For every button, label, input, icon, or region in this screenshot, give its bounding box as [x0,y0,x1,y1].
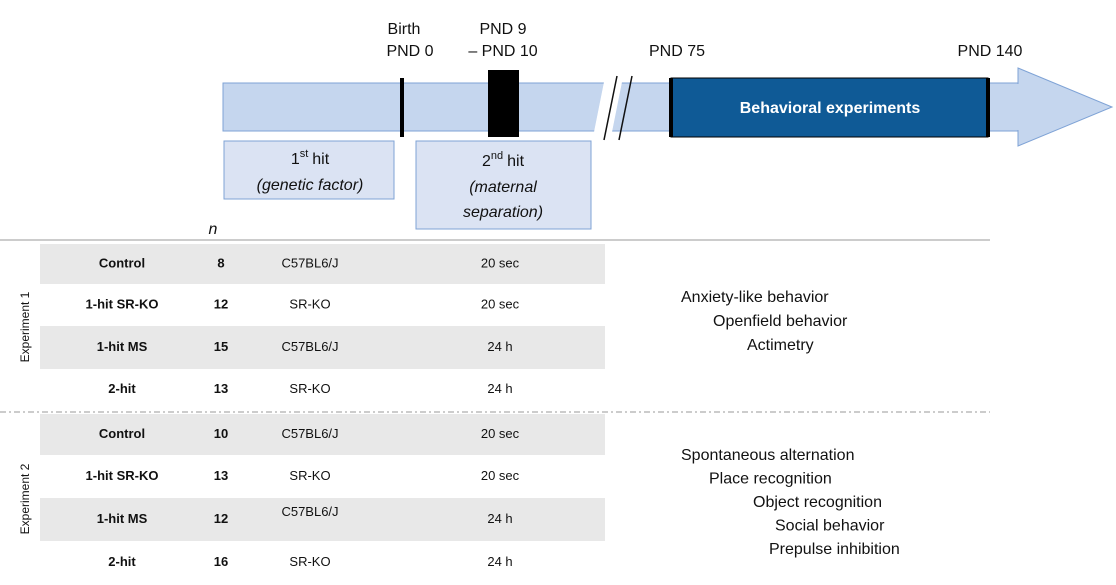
behavior: Object recognition [753,494,882,511]
n-value: 8 [217,255,224,270]
row-band [40,244,605,284]
end-label: PND 140 [958,43,1023,60]
n-value: 13 [214,381,228,396]
n-value: 15 [214,339,228,354]
separation-label: PND 9 [479,21,526,38]
n-value: 12 [214,511,228,526]
behavior: Anxiety-like behavior [681,289,829,306]
group-name: 1-hit MS [97,339,148,354]
separation: 20 sec [481,255,520,270]
birth-label: PND 0 [386,43,433,60]
hit-title: 1st hit [291,148,330,168]
separation-marker [488,70,519,137]
hit-factor: (genetic factor) [257,177,364,194]
timeline-arrow [1017,67,1114,147]
hit-title: 2nd hit [482,150,525,170]
group-name: 1-hit SR-KO [86,468,159,483]
group-name: 2-hit [108,554,136,569]
behavior: Spontaneous alternation [681,447,854,464]
n-value: 12 [214,296,228,311]
row-band [40,326,605,369]
genotype: C57BL6/J [281,426,338,441]
separation: 24 h [487,339,512,354]
row-band [40,414,605,455]
hit-factor: (maternal [469,179,537,196]
arrow-join [1012,84,1020,130]
behavior-phase [670,77,989,138]
hit-suffix: nd [491,150,503,162]
hit-factor: separation) [463,204,543,221]
group-name: Control [99,255,145,270]
genotype: SR-KO [289,381,330,396]
behavior: Social behavior [775,518,885,535]
group-name: 2-hit [108,381,136,396]
n-value: 16 [214,554,228,569]
n-value: 13 [214,468,228,483]
start-label: PND 75 [649,43,705,60]
hit-number: 2 [482,153,491,170]
genotype: C57BL6/J [281,504,338,519]
genotype: C57BL6/J [281,255,338,270]
separation: 20 sec [481,296,520,311]
separation: 20 sec [481,426,520,441]
group-name: Control [99,426,145,441]
birth-label: Birth [388,21,421,38]
hit-number: 1 [291,151,300,168]
n-header: n [209,221,218,238]
separation: 24 h [487,511,512,526]
behavior: Actimetry [747,337,814,354]
break-mark [603,75,618,141]
experiment-label: Experiment 2 [18,463,32,534]
hit-box [223,140,395,200]
break-mark [618,75,633,141]
hit-label: hit [507,153,524,170]
hit-box [415,140,592,230]
genotype: SR-KO [289,468,330,483]
hit-suffix: st [300,148,309,160]
genotype: SR-KO [289,296,330,311]
separation-label: – PND 10 [468,43,537,60]
hit-label: hit [312,151,329,168]
behavior: Prepulse inhibition [769,541,900,558]
n-value: 10 [214,426,228,441]
separation: 20 sec [481,468,520,483]
genotype: C57BL6/J [281,339,338,354]
genotype: SR-KO [289,554,330,569]
experiment-label: Experiment 1 [18,291,32,362]
timeline-break [594,82,622,132]
group-name: 1-hit SR-KO [86,296,159,311]
row-band [40,498,605,541]
separation: 24 h [487,381,512,396]
group-name: 1-hit MS [97,511,148,526]
separation: 24 h [487,554,512,569]
behavior: Place recognition [709,471,832,488]
behavior: Openfield behavior [713,313,848,330]
phase-label: Behavioral experiments [740,100,921,117]
